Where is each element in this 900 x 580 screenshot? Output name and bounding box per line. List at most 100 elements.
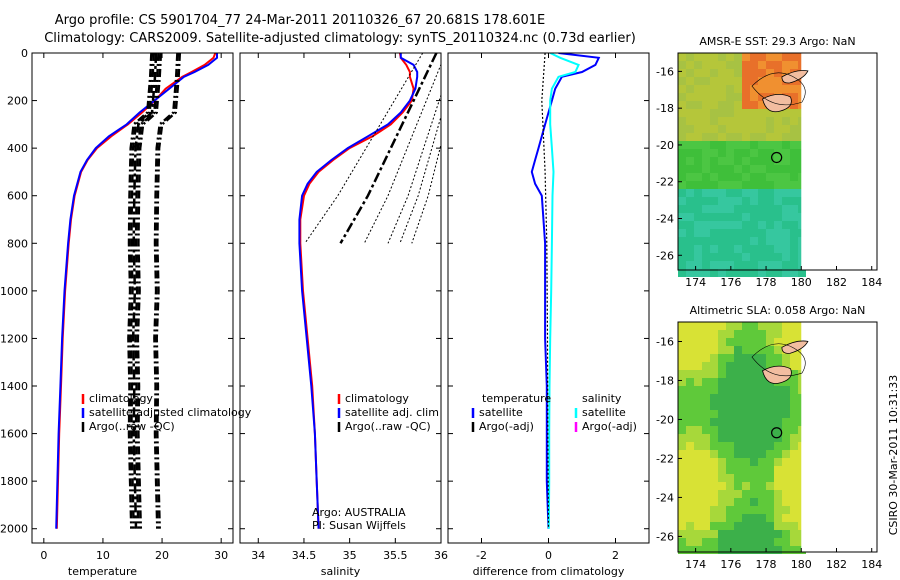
map-cell: [742, 157, 750, 165]
map-cell: [774, 77, 782, 85]
map-cell: [718, 410, 726, 418]
map-cell: [718, 450, 726, 458]
map-cell: [758, 245, 766, 253]
map-cell: [790, 466, 798, 474]
map-cell: [710, 269, 718, 277]
map-cell: [686, 522, 694, 530]
map-cell: [750, 157, 758, 165]
map-cell: [718, 157, 726, 165]
map-cell: [694, 117, 702, 125]
map-cell: [694, 253, 702, 261]
map-cell: [782, 197, 790, 205]
map-cell: [734, 506, 742, 514]
map-cell: [726, 474, 734, 482]
map-cell: [782, 61, 790, 69]
map-cell: [726, 458, 734, 466]
map-cell: [734, 378, 742, 386]
map-cell: [718, 221, 726, 229]
map-cell: [750, 346, 758, 354]
x-tick-label-salinity-2: 35: [343, 549, 357, 562]
map-cell: [782, 181, 790, 189]
map-cell: [758, 514, 766, 522]
map-cell: [734, 418, 742, 426]
map-cell: [710, 77, 718, 85]
map-cell: [686, 213, 694, 221]
map-cell: [766, 394, 774, 402]
argo-spread-temperature-1: [129, 53, 156, 529]
map-cell: [742, 101, 750, 109]
map-cell: [686, 269, 694, 277]
map-cell: [726, 482, 734, 490]
map-cell: [686, 133, 694, 141]
map-cell: [766, 117, 774, 125]
map-cell: [742, 253, 750, 261]
map-cell: [710, 205, 718, 213]
map-cell: [742, 173, 750, 181]
map-cell: [758, 498, 766, 506]
map-cell: [726, 362, 734, 370]
map-cell: [774, 229, 782, 237]
map-cell: [790, 221, 798, 229]
map-cell: [782, 253, 790, 261]
map-cell: [678, 125, 686, 133]
map-cell: [694, 125, 702, 133]
map-cell: [766, 85, 774, 93]
map-x-tick-label-sst-3: 180: [791, 276, 812, 289]
map-cell: [742, 442, 750, 450]
map-cell: [710, 450, 718, 458]
map-cell: [686, 157, 694, 165]
map-x-tick-label-sla-4: 182: [826, 558, 847, 571]
map-cell: [790, 474, 798, 482]
map-cell: [686, 490, 694, 498]
map-cell: [678, 474, 686, 482]
map-cell: [766, 450, 774, 458]
x-tick-label-salinity-3: 35.5: [383, 549, 408, 562]
map-cell: [790, 157, 798, 165]
map-cell: [734, 546, 742, 554]
map-cell: [710, 538, 718, 546]
map-cell: [790, 546, 798, 554]
map-cell: [790, 173, 798, 181]
map-cell: [766, 362, 774, 370]
map-cell: [694, 458, 702, 466]
map-cell: [758, 458, 766, 466]
x-tick-label-temperature-1: 10: [96, 549, 110, 562]
map-cell: [710, 434, 718, 442]
map-cell: [694, 69, 702, 77]
map-cell: [726, 410, 734, 418]
map-cell: [782, 394, 790, 402]
map-cell: [710, 426, 718, 434]
map-cell: [766, 269, 774, 277]
map-frame-sla: [677, 321, 878, 553]
argo-spread-salinity-2: [387, 93, 441, 244]
map-cell: [766, 498, 774, 506]
map-cell: [742, 165, 750, 173]
map-cell: [678, 173, 686, 181]
map-cell: [686, 474, 694, 482]
map-cell: [726, 330, 734, 338]
map-cell: [734, 261, 742, 269]
map-cell: [742, 221, 750, 229]
map-cell: [790, 117, 798, 125]
map-cell: [774, 354, 782, 362]
map-cell: [774, 330, 782, 338]
map-cell: [790, 330, 798, 338]
y-tick-label-2: 400: [7, 142, 28, 155]
map-cell: [750, 498, 758, 506]
map-cell: [686, 546, 694, 554]
map-cell: [702, 402, 710, 410]
map-cell: [766, 253, 774, 261]
map-cell: [702, 197, 710, 205]
map-cell: [782, 173, 790, 181]
map-cell: [694, 221, 702, 229]
map-cell: [678, 322, 686, 330]
map-cell: [782, 386, 790, 394]
map-cell: [718, 237, 726, 245]
map-cell: [726, 101, 734, 109]
map-cell: [678, 346, 686, 354]
map-x-tick-label-sla-2: 178: [756, 558, 777, 571]
map-cell: [702, 229, 710, 237]
argo-spread-temperature-2: [134, 53, 160, 529]
map-cell: [686, 245, 694, 253]
map-cell: [742, 237, 750, 245]
